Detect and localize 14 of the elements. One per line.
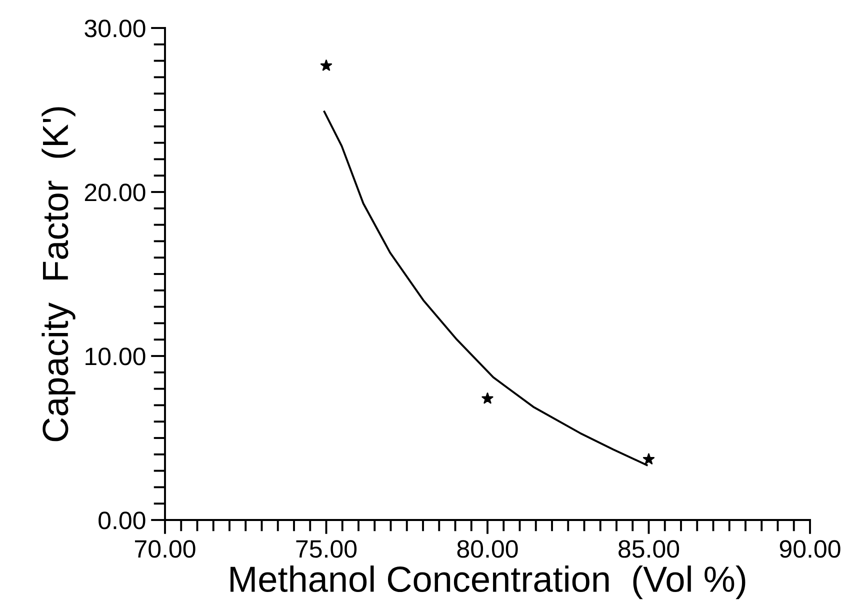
x-axis-title: Methanol Concentration (Vol %) xyxy=(230,566,746,600)
point xyxy=(642,453,655,464)
y-tick-label: 10.00 xyxy=(86,348,146,366)
point xyxy=(320,60,332,71)
x-tick-label: 85.00 xyxy=(618,540,680,558)
y-tick-label: 0.00 xyxy=(98,512,146,530)
y-tick-label: 20.00 xyxy=(84,184,146,202)
x-tick-label: 90.00 xyxy=(780,540,840,558)
y-axis-title: Capacity Factor (K') xyxy=(42,107,76,442)
y-tick-label: 30.00 xyxy=(84,20,146,38)
x-tick-label: 80.00 xyxy=(457,540,518,558)
x-tick-label: 75.00 xyxy=(296,540,357,558)
x-tick-label: 70.00 xyxy=(135,540,196,558)
point xyxy=(482,392,494,404)
